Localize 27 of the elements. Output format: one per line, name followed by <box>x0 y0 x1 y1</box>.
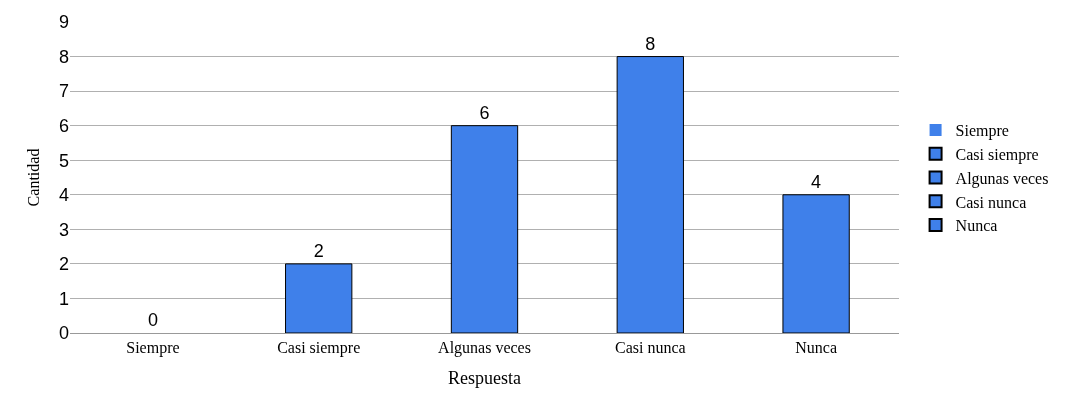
y-tick-label: 4 <box>58 185 69 206</box>
x-tick-label: Siempre <box>126 339 180 358</box>
x-axis-title: Respuesta <box>448 368 521 389</box>
legend-label: Casi nunca <box>955 193 1027 211</box>
data-label: 8 <box>645 33 656 54</box>
y-tick-label: 3 <box>58 219 69 240</box>
legend-label: Casi siempre <box>955 145 1039 164</box>
y-tick-label: 6 <box>58 115 69 136</box>
legend-label: Nunca <box>955 217 998 235</box>
y-axis-title: Cantidad <box>24 148 42 207</box>
y-tick-label: 0 <box>58 323 69 344</box>
data-label: 2 <box>313 240 324 261</box>
x-tick-label: Algunas veces <box>438 339 531 358</box>
x-tick-label: Casi siempre <box>277 339 361 358</box>
legend-label: Siempre <box>955 122 1009 141</box>
x-tick-label: Casi nunca <box>614 339 686 357</box>
y-tick-label: 2 <box>58 254 69 275</box>
y-tick-label: 7 <box>58 81 69 102</box>
legend-label: Algunas veces <box>955 169 1049 188</box>
y-tick-label: 8 <box>58 46 69 67</box>
y-tick-label: 9 <box>58 12 69 33</box>
data-label: 4 <box>811 171 822 192</box>
y-tick-label: 1 <box>58 288 69 309</box>
y-tick-label: 5 <box>58 150 69 171</box>
x-tick-label: Nunca <box>795 339 837 357</box>
data-label: 6 <box>479 102 490 123</box>
data-label: 0 <box>147 310 158 330</box>
